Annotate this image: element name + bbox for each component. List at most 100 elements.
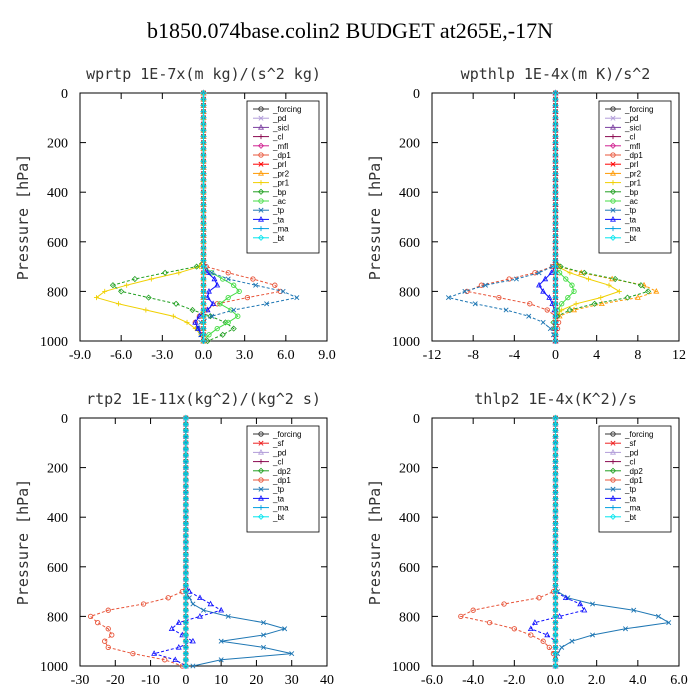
data-point-bt [200, 102, 207, 109]
legend-marker [258, 124, 264, 130]
series-line-ac [203, 93, 240, 342]
legend-label: _sf [272, 439, 284, 448]
data-point-bt [552, 213, 559, 221]
data-point-bt [552, 182, 559, 190]
data-point-bt [182, 507, 189, 515]
data-point-tp [282, 626, 288, 632]
data-point-bt [182, 452, 189, 459]
data-point-tp [260, 644, 267, 650]
legend-box [246, 100, 320, 254]
data-point-ta [527, 625, 534, 631]
legend-label: _mfl [624, 142, 640, 151]
data-point-bt [182, 538, 189, 546]
data-point-dp1 [501, 601, 507, 607]
data-point-bt [182, 650, 189, 657]
data-point-bt [182, 582, 189, 589]
data-point-bt [552, 313, 559, 320]
x-tick-label: 6.0 [277, 348, 295, 363]
data-point-bt [200, 313, 207, 320]
legend-marker [258, 486, 264, 492]
y-tick-label: 800 [399, 285, 420, 300]
chart-panel-3: rtp2 1E-11x(kg^2)/(kg^2 s) Pressure [hPa]… [14, 390, 334, 688]
data-point-bt [552, 495, 559, 502]
data-point-ta [531, 619, 538, 625]
data-point-bt [200, 325, 207, 332]
legend-marker [258, 180, 264, 186]
legend-label: _dp2 [272, 467, 291, 476]
data-point-bt [552, 269, 559, 276]
data-point-pr1 [176, 270, 182, 276]
data-point-bt [552, 476, 559, 484]
y-axis-label: Pressure [hPa] [366, 479, 384, 605]
data-point-tp [590, 601, 596, 607]
data-point-bt [552, 294, 559, 301]
data-point-ac [220, 276, 226, 282]
data-point-dp1 [94, 619, 101, 626]
chart-title: rtp2 1E-11x(kg^2)/(kg^2 s) [86, 390, 321, 408]
data-point-bt [182, 551, 189, 558]
data-point-ac [235, 313, 241, 319]
data-point-bt [552, 300, 559, 307]
data-point-bt [182, 445, 189, 453]
data-point-bt [552, 257, 559, 264]
legend-label: _ac [272, 197, 286, 206]
data-point-dp1 [458, 613, 464, 620]
data-point-bt [200, 306, 207, 314]
legend-label: _prl [272, 160, 287, 169]
data-point-bt [182, 619, 189, 626]
data-point-tp [260, 632, 267, 638]
data-point-bt [552, 195, 559, 202]
data-point-bt [552, 151, 559, 159]
data-point-bt [200, 195, 207, 202]
data-point-ta [210, 300, 217, 306]
legend-label: _forcing [624, 430, 653, 439]
legend-marker [610, 216, 616, 222]
data-point-bt [182, 557, 189, 564]
legend-label: _sf [624, 439, 636, 448]
y-tick-label: 0 [61, 87, 68, 102]
data-point-bp [230, 325, 237, 332]
x-tick-label: -6.0 [110, 348, 132, 363]
data-point-ta [542, 275, 549, 282]
data-point-bt [552, 489, 559, 496]
data-point-tp [569, 638, 575, 644]
legend-label: _pd [624, 114, 638, 123]
legend-label: _dp2 [624, 467, 643, 476]
legend-marker [610, 152, 616, 158]
data-point-dp1 [105, 626, 111, 632]
legend-marker [610, 440, 616, 446]
legend-marker [609, 188, 617, 195]
legend-marker [609, 142, 617, 149]
data-point-ac [565, 294, 571, 301]
data-point-tp [190, 663, 196, 669]
data-point-pr1 [567, 270, 573, 276]
data-point-bt [200, 269, 207, 276]
legend-label: _bt [624, 513, 637, 522]
y-tick-label: 0 [61, 412, 68, 427]
data-point-bt [200, 182, 207, 190]
x-tick-label: 0 [552, 348, 559, 363]
data-point-tp [536, 270, 542, 276]
data-point-tp [225, 613, 231, 619]
x-tick-label: 4 [593, 348, 600, 363]
data-point-bt [552, 127, 559, 134]
data-point-bp [219, 331, 226, 338]
data-point-bp [109, 282, 116, 289]
legend-label: _ma [624, 225, 641, 234]
legend-marker [609, 467, 617, 474]
data-point-ac [217, 301, 223, 307]
data-point-bt [200, 120, 207, 128]
data-point-bt [552, 588, 559, 595]
data-point-ta [175, 644, 182, 650]
data-point-tp [289, 651, 295, 657]
data-point-ac [559, 301, 565, 307]
y-tick-label: 400 [47, 511, 68, 526]
series-line-dp1 [465, 93, 560, 341]
data-point-ac [209, 270, 215, 276]
data-point-bt [552, 514, 559, 521]
y-tick-label: 0 [413, 87, 420, 102]
data-point-bp [624, 294, 631, 301]
legend-marker [258, 495, 264, 501]
data-point-bt [552, 96, 559, 103]
